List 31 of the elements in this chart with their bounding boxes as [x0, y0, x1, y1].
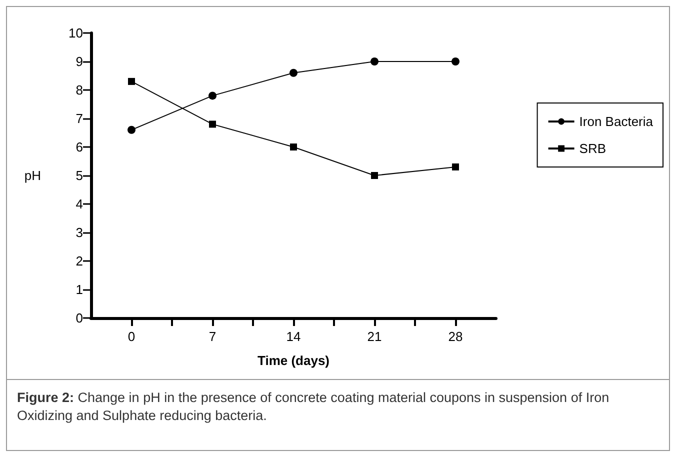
y-tick-label: 5 — [76, 168, 83, 183]
point — [452, 163, 459, 170]
y-tick-label: 8 — [76, 82, 83, 98]
y-tick-label: 7 — [76, 111, 83, 126]
point — [290, 144, 297, 150]
point — [371, 172, 378, 179]
point — [370, 58, 378, 66]
x-tick-label: 28 — [448, 329, 463, 344]
point — [290, 68, 298, 77]
y-tick-label: 2 — [76, 254, 83, 268]
y-tick-label: 6 — [76, 140, 83, 154]
point — [452, 58, 460, 66]
point — [209, 120, 216, 128]
legend-label: SRB — [579, 141, 606, 156]
x-tick-label: 0 — [128, 329, 136, 344]
x-tick-label: 14 — [286, 329, 301, 344]
y-tick-label: 4 — [76, 196, 83, 212]
y-tick-label: 1 — [76, 282, 83, 297]
y-tick-label: 0 — [76, 310, 83, 326]
y-tick-label: 9 — [76, 54, 83, 69]
y-tick-label: 3 — [76, 225, 83, 240]
legend-label: Iron Bacteria — [579, 114, 654, 129]
x-tick-label: 7 — [208, 329, 216, 344]
y-tick-label: 10 — [68, 26, 83, 40]
point — [128, 126, 136, 134]
x-axis-title: Time (days) — [257, 353, 330, 368]
x-tick-label: 21 — [367, 329, 382, 344]
point — [208, 92, 216, 100]
y-axis-title: pH — [24, 168, 41, 183]
point — [128, 78, 135, 85]
caption: Figure 2: Change in pH in the presence of concrete coating material coupons in suspension of Iron Oxidizing and Sulphate reducing bacteria. — [17, 389, 610, 425]
